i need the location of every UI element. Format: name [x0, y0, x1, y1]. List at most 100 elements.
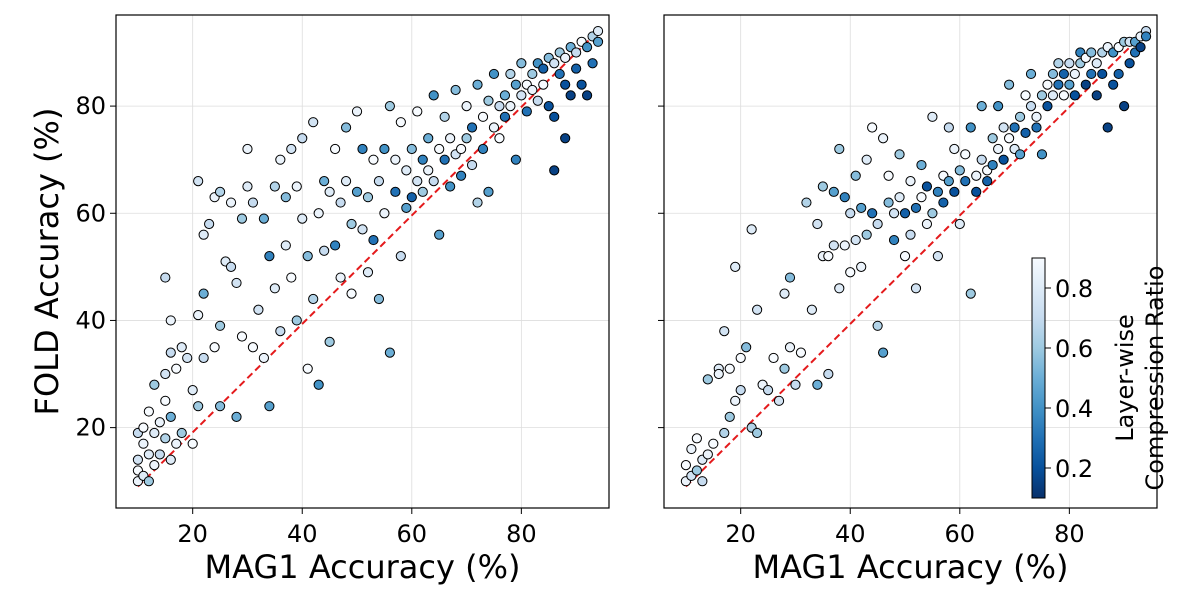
left-scatter-point-62	[280, 240, 291, 251]
right-scatter-point-106	[998, 154, 1009, 165]
left-scatter-point-3	[132, 454, 144, 465]
left-scatter-point-110	[412, 176, 423, 187]
left-scatter-panel: 20 40 60 80 20 40 60 80 MAG1 Accuracy (%) FOLD…	[28, 14, 610, 586]
left-scatter-point-80	[330, 143, 341, 155]
right-scatter-point-1	[680, 460, 692, 471]
left-y-tick-label-60: 60	[75, 199, 106, 227]
left-scatter-point-99	[379, 143, 390, 155]
right-scatter-point-3	[686, 443, 697, 455]
left-scatter-point-167	[565, 90, 576, 101]
left-scatter-point-31	[193, 309, 204, 321]
right-scatter-point-90	[954, 165, 965, 176]
right-scatter-point-108	[1004, 133, 1015, 144]
left-points	[132, 25, 604, 487]
right-scatter-point-87	[943, 176, 954, 187]
left-scatter-point-48	[236, 213, 248, 224]
right-scatter-point-62	[878, 133, 889, 144]
right-x-ticks: 20 40 60 80	[725, 508, 1085, 548]
left-scatter-point-91	[357, 143, 368, 155]
left-scatter-point-6	[138, 422, 149, 433]
right-scatter-point-117	[1025, 68, 1037, 80]
right-scatter-point-151	[1119, 100, 1130, 112]
left-scatter-point-116	[428, 90, 439, 101]
right-scatter-point-138	[1086, 47, 1097, 58]
left-scatter-point-57	[264, 401, 275, 412]
right-scatter-point-115	[1020, 127, 1031, 138]
right-y-ticks	[658, 105, 664, 429]
right-scatter-point-121	[1036, 149, 1048, 160]
right-scatter-point-22	[746, 224, 757, 235]
right-scatter-point-83	[932, 251, 943, 262]
left-scatter-point-71	[302, 363, 313, 374]
right-scatter-point-51	[845, 267, 856, 278]
left-scatter-point-93	[362, 192, 374, 203]
left-scatter-point-168	[571, 47, 582, 58]
left-scatter-point-7	[143, 449, 154, 460]
left-scatter-point-61	[275, 326, 286, 337]
right-scatter-point-132	[1069, 68, 1080, 80]
left-scatter-point-32	[198, 352, 209, 364]
left-plot-frame	[115, 14, 610, 509]
right-scatter-point-116	[1025, 100, 1037, 112]
right-scatter-point-27	[762, 385, 774, 396]
right-scatter-point-86	[943, 122, 954, 133]
left-scatter-point-87	[346, 288, 357, 299]
right-scatter-point-80	[927, 208, 938, 219]
left-scatter-point-112	[417, 154, 428, 165]
left-scatter-point-121	[439, 111, 450, 122]
right-scatter-point-46	[834, 283, 845, 294]
right-scatter-point-59	[867, 122, 878, 133]
right-scatter-point-75	[910, 202, 922, 214]
left-scatter-point-108	[406, 143, 417, 155]
right-x-axis-label: MAG1 Accuracy (%)	[753, 548, 1069, 586]
right-scatter-point-48	[839, 240, 850, 251]
right-scatter-point-14	[719, 326, 730, 337]
left-scatter-point-70	[302, 251, 313, 262]
right-scatter-point-10	[708, 438, 719, 449]
colorbar-tick-label-2: 0.6	[1055, 335, 1093, 363]
left-scatter-point-92	[362, 267, 374, 278]
left-scatter-point-126	[456, 143, 467, 155]
left-scatter-point-77	[319, 176, 330, 187]
left-scatter-point-149	[516, 58, 527, 69]
right-scatter-point-33	[784, 272, 796, 283]
left-scatter-point-89	[351, 186, 363, 197]
left-scatter-point-100	[384, 347, 395, 358]
right-scatter-point-28	[768, 352, 779, 364]
right-scatter-point-126	[1053, 79, 1064, 90]
left-scatter-point-146	[510, 79, 521, 90]
right-scatter-point-74	[910, 283, 922, 294]
left-scatter-point-137	[483, 186, 494, 197]
left-scatter-point-67	[291, 181, 302, 192]
left-scatter-point-120	[439, 154, 450, 165]
left-y-axis-label: FOLD Accuracy (%)	[28, 108, 66, 416]
right-scatter-point-38	[812, 379, 823, 390]
right-scatter-point-137	[1080, 79, 1091, 90]
left-scatter-point-151	[521, 106, 532, 117]
left-scatter-point-64	[286, 143, 297, 155]
left-scatter-point-144	[505, 68, 516, 80]
left-scatter-point-22	[171, 363, 182, 374]
left-scatter-point-114	[423, 165, 434, 176]
left-scatter-point-52	[247, 342, 259, 353]
right-scatter-point-34	[790, 379, 801, 390]
right-scatter-point-113	[1014, 149, 1026, 160]
left-scatter-point-79	[324, 336, 335, 347]
left-scatter-point-96	[373, 176, 385, 187]
right-scatter-point-32	[784, 342, 796, 353]
left-scatter-point-135	[477, 143, 489, 155]
right-scatter-point-123	[1042, 100, 1053, 112]
left-scatter-point-132	[472, 79, 483, 90]
right-x-tick-label-40: 40	[835, 520, 866, 548]
left-scatter-point-82	[335, 272, 346, 283]
right-scatter-point-17	[730, 395, 741, 406]
right-scatter-point-54	[856, 261, 867, 272]
right-scatter-point-56	[861, 154, 872, 165]
left-diagonal-line	[137, 30, 599, 488]
left-scatter-point-111	[412, 106, 423, 117]
right-scatter-point-94	[965, 288, 976, 299]
left-scatter-point-49	[242, 181, 253, 192]
left-scatter-point-21	[171, 438, 182, 449]
left-scatter-point-23	[176, 427, 187, 439]
left-scatter-point-136	[483, 95, 494, 106]
